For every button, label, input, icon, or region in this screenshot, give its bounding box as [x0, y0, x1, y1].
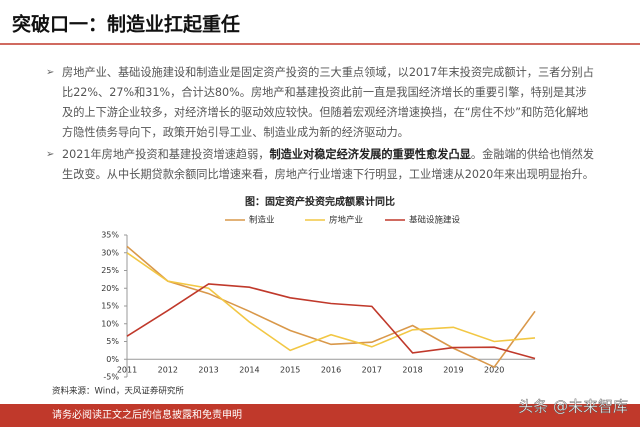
- watermark: 头条 @未来智库: [518, 398, 628, 416]
- chart-title: 图：固定资产投资完成额累计同比: [245, 195, 395, 208]
- legend-label: 制造业: [249, 215, 275, 226]
- x-tick-label: 2011: [117, 366, 137, 375]
- x-tick-label: 2019: [443, 366, 463, 375]
- footer-band: [0, 404, 640, 427]
- x-tick-label: 2017: [362, 366, 382, 375]
- y-tick-label: 5%: [106, 337, 119, 346]
- disclaimer: 请务必阅读正文之后的信息披露和免责申明: [52, 408, 242, 421]
- y-tick-label: 10%: [101, 319, 119, 328]
- series-line: [126, 283, 536, 360]
- x-tick-label: 2018: [402, 366, 422, 375]
- bullet: 房地产业、基础设施建设和制造业是固定资产投资的三大重点领域，以2017年末投资完…: [46, 63, 596, 143]
- bullet-bold: 制造业对稳定经济发展的重要性愈发凸显: [269, 148, 471, 161]
- x-tick-label: 2020: [484, 366, 504, 375]
- legend-label: 基础设施建设: [409, 215, 461, 226]
- x-tick-label: 2015: [280, 366, 300, 375]
- x-tick-label: 2014: [239, 366, 259, 375]
- y-tick-label: 30%: [101, 248, 119, 257]
- bullet-text: 2021年房地产投资和基建投资增速趋弱，: [62, 148, 270, 161]
- y-tick-label: 20%: [101, 284, 119, 293]
- bullet: 2021年房地产投资和基建投资增速趋弱，制造业对稳定经济发展的重要性愈发凸显。金…: [46, 145, 596, 185]
- bullet-text: 。金融端的供给也悄然发生改变。从中长期贷款余额同比增速来看，房地产行业增速下行明…: [62, 148, 594, 181]
- legend-label: 房地产业: [329, 215, 363, 226]
- series-line: [126, 252, 536, 352]
- series-line: [126, 245, 536, 369]
- y-tick-label: 0%: [106, 355, 119, 364]
- bullet-text: 房地产业、基础设施建设和制造业是固定资产投资的三大重点领域，以2017年末投资完…: [62, 66, 594, 139]
- x-tick-label: 2013: [198, 366, 218, 375]
- y-tick-label: -5%: [103, 373, 119, 382]
- x-tick-label: 2016: [321, 366, 341, 375]
- y-tick-label: 15%: [101, 302, 119, 311]
- y-tick-label: 35%: [101, 231, 119, 240]
- y-tick-label: 25%: [101, 266, 119, 275]
- x-tick-label: 2012: [158, 366, 178, 375]
- source: 资料来源：Wind，天风证券研究所: [52, 386, 184, 397]
- slide-title: 突破口一：制造业扛起重任: [12, 13, 240, 36]
- chart: -5% 0% 5% 10% 15% 20% 25% 30% 35% 2011 2012 2013 201…: [101, 215, 536, 382]
